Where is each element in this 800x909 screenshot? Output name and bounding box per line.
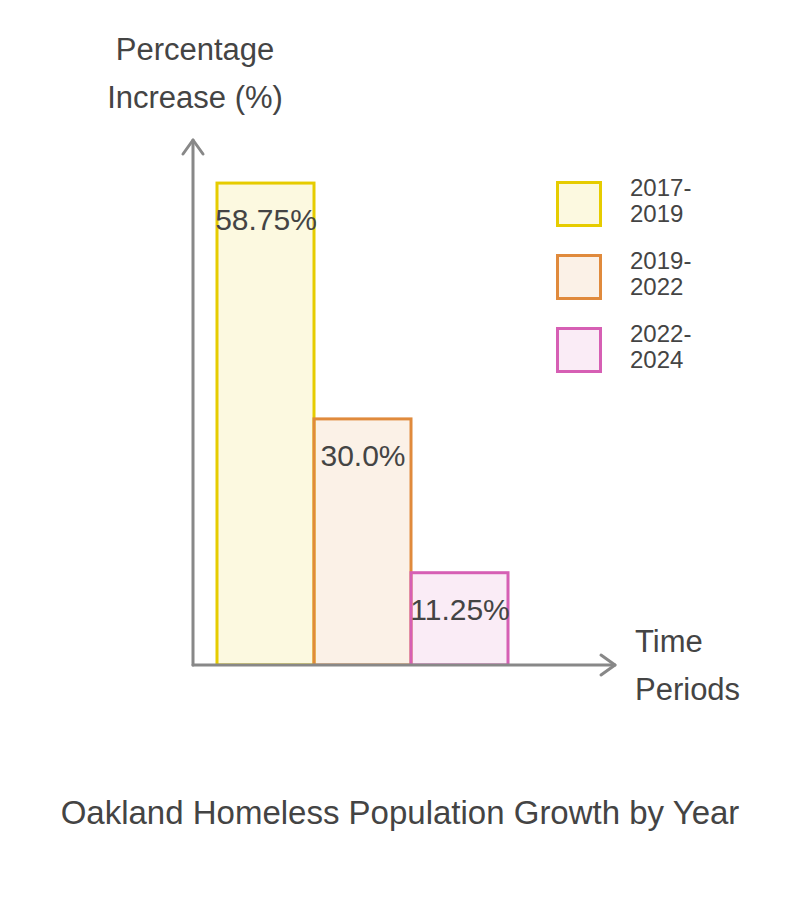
html-text:Percentage Increase (%): Percentage Increase (%) [107,32,283,115]
html-text:2019-2022: 2019-2022 [630,247,692,300]
html-text:2017-2019: 2017-2019 [630,174,692,227]
svg-text:58.75%: 58.75% [215,203,317,236]
html-text:2022-2024: 2022-2024 [630,320,692,373]
svg-text:11.25%: 11.25% [410,593,510,626]
svg-text:30.0%: 30.0% [320,439,405,472]
html-text:Oakland Homeless Population Gr: Oakland Homeless Population Growth by Ye… [60,794,740,831]
html-text:Time Periods: Time Periods [635,624,741,707]
